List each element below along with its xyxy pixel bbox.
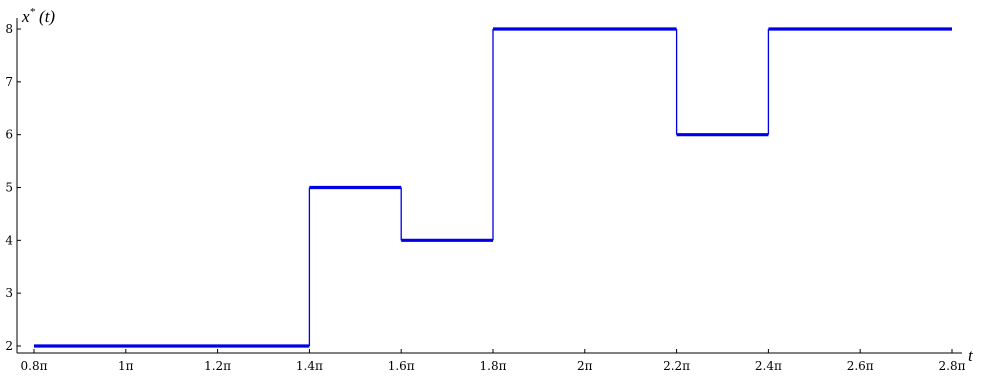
y-ticks: 2 3 4 5 6 7 8 <box>5 22 21 353</box>
x-tick-label: 1.6π <box>388 359 415 373</box>
x-tick-label: 0.8π <box>21 359 48 373</box>
y-axis-label-argument: (t) <box>39 7 55 26</box>
y-tick-label: 8 <box>5 22 13 36</box>
y-axis-label-superscript: * <box>30 6 36 18</box>
y-tick-label: 4 <box>5 233 13 247</box>
y-tick-label: 7 <box>5 75 13 89</box>
x-tick-label: 2.2π <box>663 359 690 373</box>
x-tick-label: 2π <box>577 359 593 373</box>
y-tick-label: 5 <box>5 181 13 195</box>
y-axis-label: x* (t) <box>21 6 55 26</box>
axes <box>16 18 962 354</box>
y-tick-label: 2 <box>5 339 13 353</box>
x-tick-label: 1π <box>118 359 134 373</box>
y-tick-label: 6 <box>5 128 13 142</box>
x-tick-label: 1.2π <box>204 359 231 373</box>
x-tick-label: 2.4π <box>755 359 782 373</box>
series-layer <box>34 27 952 348</box>
x-tick-label: 1.4π <box>296 359 323 373</box>
series-step-risers <box>308 29 770 346</box>
x-tick-label: 2.8π <box>939 359 966 373</box>
x-ticks: 0.8π 1π 1.2π 1.4π 1.6π 1.8π 2π 2.2π 2.4π 2.6π 2.8π <box>21 349 966 373</box>
x-axis-label: t <box>968 346 974 365</box>
y-axis-label-symbol: x <box>21 7 30 26</box>
y-tick-label: 3 <box>5 286 13 300</box>
x-tick-label: 1.8π <box>480 359 507 373</box>
x-tick-label: 2.6π <box>847 359 874 373</box>
